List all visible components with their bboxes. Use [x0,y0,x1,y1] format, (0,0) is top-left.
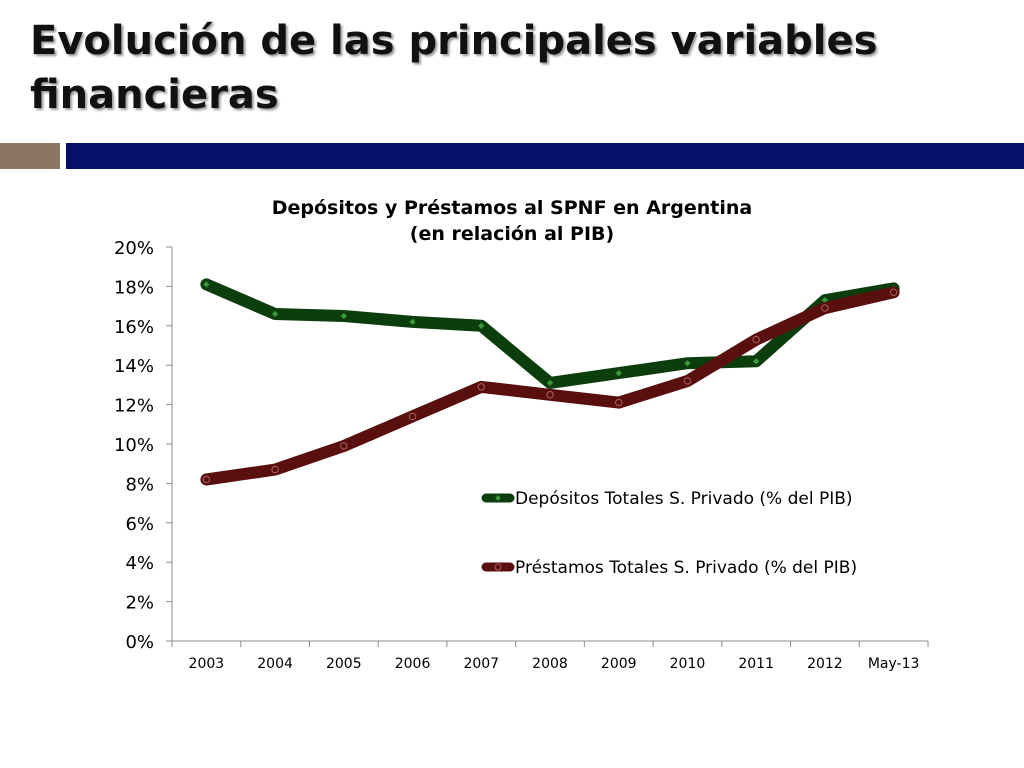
x-tick-label: 2004 [257,656,293,672]
y-tick-label: 20% [114,238,154,259]
x-tick-label: 2008 [532,656,568,672]
data-point [615,369,622,377]
data-point [271,465,279,474]
legend-marker [494,563,502,571]
title-band-left [0,143,60,169]
x-tick-label: 2011 [738,656,774,672]
data-point [340,442,348,450]
y-tick-label: 18% [114,277,154,298]
x-tick-label: 2010 [670,656,706,672]
data-point [477,383,485,391]
title-band-right [66,143,1024,169]
data-point [202,475,211,484]
data-point [821,304,829,312]
legend-label: Préstamos Totales S. Privado (% del PIB) [515,558,857,578]
y-tick-label: 2% [125,593,154,614]
series-line-1 [200,286,900,486]
y-tick-label: 8% [125,474,154,495]
data-point [889,288,898,297]
data-point [615,398,623,407]
data-point [408,412,417,421]
data-point [409,318,416,325]
data-point [752,335,760,344]
x-tick-label: May-13 [868,656,920,672]
chart-subtitle: (en relación al PIB) [410,223,614,245]
x-tick-label: 2006 [395,656,431,672]
chart-axes: 0% 2% 4% 6% 8% 10% 12% 14% 16% 18% 20% 2003 2004 2005… [114,238,929,672]
series-0 [200,278,900,389]
y-tick-label: 16% [114,317,154,338]
legend-label: Depósitos Totales S. Privado (% del PIB) [515,489,853,509]
series-line-0 [200,278,900,389]
legend-marker [495,495,501,501]
x-tick-label: 2009 [601,656,637,672]
y-tick-label: 14% [114,356,154,377]
data-point [271,310,279,318]
y-tick-label: 12% [114,396,154,417]
x-tick-label: 2012 [807,656,843,672]
series-1 [200,286,900,486]
chart-series [200,278,900,486]
data-point [478,322,485,329]
slide-title: Evolución de las principales variables f… [30,18,878,118]
data-point [546,379,554,387]
y-tick-label: 4% [125,553,154,574]
data-point [546,391,554,399]
y-tick-label: 6% [125,514,154,535]
y-tick-label: 10% [114,435,154,456]
x-tick-label: 2007 [463,656,499,672]
chart-title: Depósitos y Préstamos al SPNF en Argenti… [272,197,752,219]
data-point [340,312,347,320]
line-chart: Depósitos y Préstamos al SPNF en Argenti… [114,197,929,672]
y-tick-label: 0% [125,632,154,653]
data-point [683,377,692,385]
x-tick-label: 2005 [326,656,362,672]
x-tick-label: 2003 [189,656,225,672]
chart-legend: Depósitos Totales S. Privado (% del PIB)… [481,489,857,578]
